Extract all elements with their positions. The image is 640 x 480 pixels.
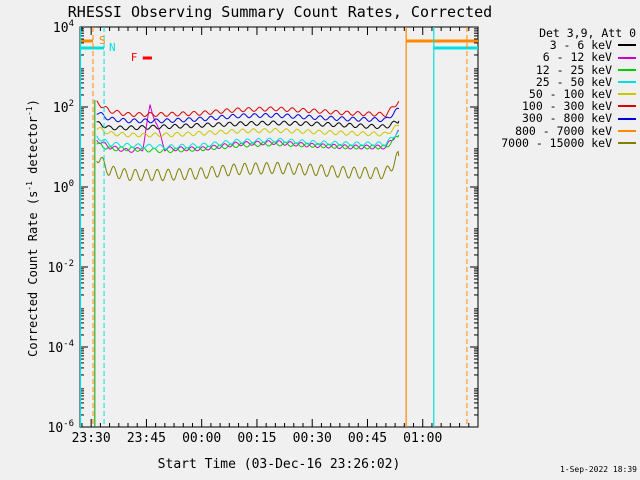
legend-swatch [618, 44, 636, 47]
legend-swatch [618, 56, 636, 59]
x-tick-label: 00:30 [293, 431, 332, 446]
series-line-5 [96, 124, 400, 138]
y-tick-label: 10-4 [48, 339, 75, 356]
x-tick-label: 23:30 [72, 431, 111, 446]
legend-label: 800 - 7000 keV [515, 123, 612, 138]
legend-label: 300 - 800 keV [521, 111, 612, 126]
s-label: S [99, 34, 106, 47]
y-axis-label: Corrected Count Rate (s-1 detector-1) [25, 99, 40, 357]
legend-item: 6 - 12 keV [478, 50, 636, 65]
legend-swatch [618, 68, 636, 71]
legend-item: 12 - 25 keV [478, 62, 636, 77]
series-line-1 [96, 120, 400, 131]
y-tick-label: 104 [53, 19, 74, 36]
legend-label: 3 - 6 keV [549, 38, 612, 53]
legend-item: 25 - 50 keV [478, 76, 636, 88]
y-tick-label: 10-2 [48, 259, 75, 276]
legend-item: 3 - 6 keV [478, 39, 636, 51]
y-tick-label: 10-6 [48, 419, 75, 436]
series-line-7 [96, 107, 400, 124]
legend-label: 12 - 25 keV [535, 62, 612, 77]
legend-item: 50 - 100 keV [478, 88, 636, 100]
series-line-6 [96, 100, 400, 118]
legend-item: 300 - 800 keV [478, 111, 636, 126]
legend-swatch [618, 129, 636, 132]
series-line-9 [96, 150, 400, 182]
legend-item: 7000 - 15000 keV [478, 137, 636, 149]
n-label: N [109, 41, 116, 54]
legend-swatch [618, 141, 636, 144]
svg-text:Corrected Count Rate (s-1 dete: Corrected Count Rate (s-1 detector-1) [25, 99, 40, 357]
legend-label: 50 - 100 keV [528, 87, 612, 102]
timestamp: 1-Sep-2022 18:39 [559, 465, 637, 474]
y-tick-label: 100 [53, 179, 74, 196]
x-tick-label: 00:00 [182, 431, 221, 446]
chart-title: RHESSI Observing Summary Count Rates, Co… [68, 3, 492, 21]
x-tick-label: 00:45 [348, 431, 387, 446]
legend-label: 7000 - 15000 keV [501, 135, 612, 150]
x-tick-label: 23:45 [127, 431, 166, 446]
legend: Det 3,9, Att 0 3 - 6 keV 6 - 12 keV 12 - 2… [478, 27, 636, 149]
legend-item: 800 - 7000 keV [478, 123, 636, 138]
series-line-2 [96, 104, 400, 153]
plot-frame [79, 26, 479, 428]
legend-label: 6 - 12 keV [542, 50, 612, 65]
x-axis-label: Start Time (03-Dec-16 23:26:02) [158, 457, 401, 472]
legend-swatch [618, 117, 636, 120]
legend-swatch [618, 80, 636, 83]
legend-title: Det 3,9, Att 0 [539, 26, 636, 40]
legend-item: 100 - 300 keV [478, 100, 636, 112]
legend-label: 100 - 300 keV [521, 99, 612, 114]
legend-swatch [618, 105, 636, 108]
series-line-4 [96, 130, 399, 150]
x-tick-label: 01:00 [403, 431, 442, 446]
y-tick-label: 102 [53, 99, 74, 116]
legend-swatch [618, 93, 636, 96]
series-line-3 [96, 134, 400, 154]
f-label: F [131, 51, 138, 64]
legend-label: 25 - 50 keV [535, 74, 612, 89]
x-tick-label: 00:15 [237, 431, 276, 446]
